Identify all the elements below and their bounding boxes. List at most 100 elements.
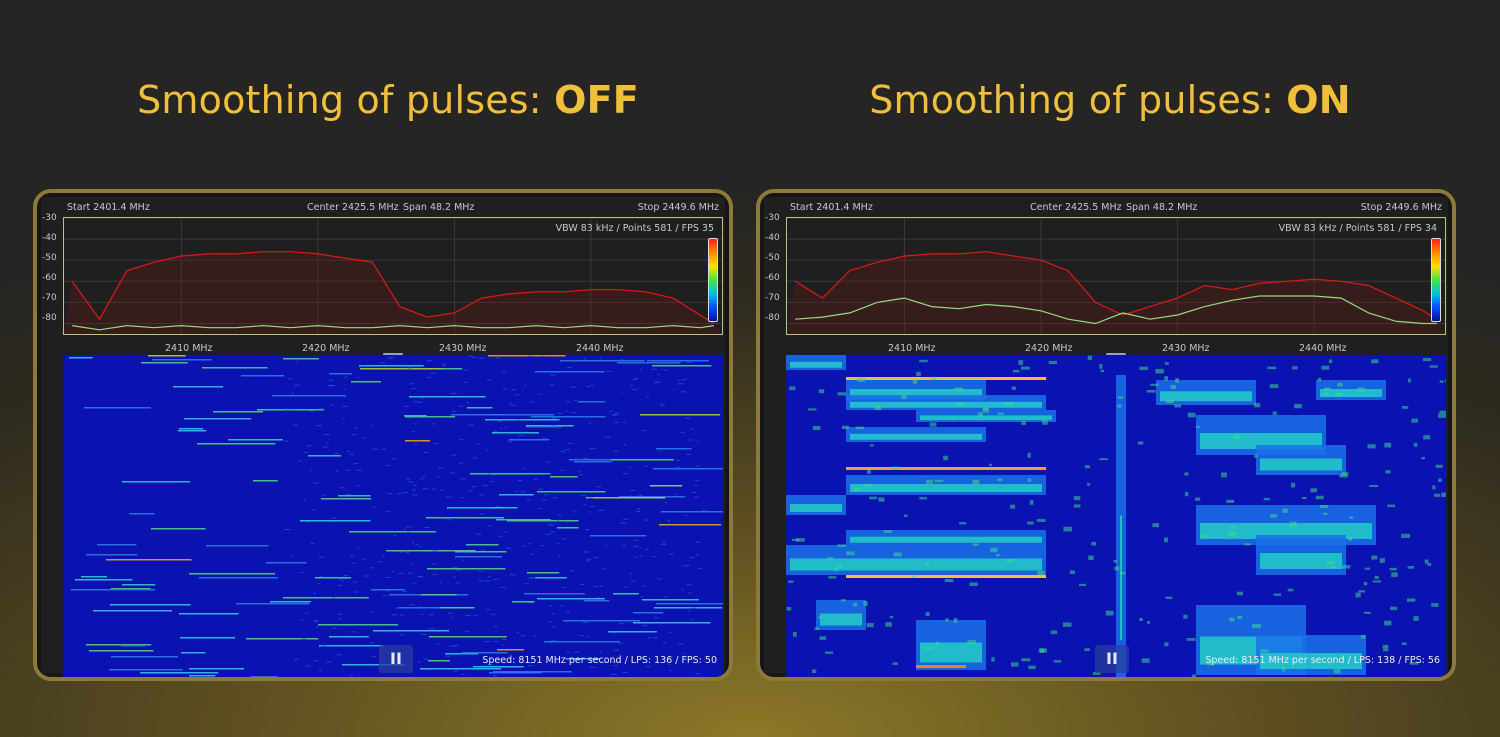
signal-streak xyxy=(197,443,276,445)
signal-speck xyxy=(1287,588,1294,592)
noise-speck xyxy=(678,643,684,645)
noise-speck xyxy=(582,621,588,623)
signal-speck xyxy=(1438,478,1442,482)
noise-speck xyxy=(557,413,563,415)
spectrum-plot[interactable]: VBW 83 kHz / Points 581 / FPS 35 xyxy=(63,217,723,335)
noise-speck xyxy=(397,493,402,495)
signal-streak xyxy=(633,622,711,624)
noise-speck xyxy=(450,392,457,394)
noise-speck xyxy=(660,404,666,406)
signal-speck xyxy=(1385,470,1391,474)
signal-speck xyxy=(1322,512,1328,516)
waterfall-display[interactable] xyxy=(63,355,723,677)
signal-speck xyxy=(1360,635,1366,639)
noise-speck xyxy=(488,576,491,578)
signal-streak xyxy=(329,636,369,638)
noise-speck xyxy=(650,368,657,370)
noise-speck xyxy=(622,545,626,547)
noise-speck xyxy=(523,545,527,547)
splitter-handle[interactable] xyxy=(1106,353,1126,356)
noise-speck xyxy=(669,553,674,555)
signal-speck xyxy=(1027,521,1034,525)
noise-speck xyxy=(291,555,295,557)
signal-streak xyxy=(106,559,192,561)
noise-speck xyxy=(628,466,631,468)
noise-speck xyxy=(582,458,589,460)
noise-speck xyxy=(583,551,590,553)
noise-speck xyxy=(667,519,671,521)
noise-speck xyxy=(588,511,592,513)
signal-streak xyxy=(283,597,369,599)
noise-speck xyxy=(429,614,434,616)
signal-streak xyxy=(81,576,108,578)
noise-speck xyxy=(346,450,350,452)
noise-speck xyxy=(661,541,666,543)
signal-speck xyxy=(1364,567,1371,570)
spectrum-plot[interactable]: VBW 83 kHz / Points 581 / FPS 34 xyxy=(786,217,1446,335)
noise-speck xyxy=(681,378,687,380)
signal-speck xyxy=(1113,559,1118,563)
noise-speck xyxy=(675,467,681,469)
color-scale-bar[interactable] xyxy=(1431,238,1441,322)
noise-speck xyxy=(569,570,576,572)
signal-speck xyxy=(1100,369,1105,373)
noise-speck xyxy=(485,609,491,611)
noise-speck xyxy=(661,543,667,545)
signal-speck xyxy=(1326,560,1336,565)
signal-speck xyxy=(1048,360,1057,365)
signal-speck xyxy=(1028,665,1036,670)
noise-speck xyxy=(639,368,643,370)
signal-core xyxy=(1320,389,1382,397)
noise-speck xyxy=(463,369,469,371)
signal-speck xyxy=(990,547,998,553)
signal-speck xyxy=(841,425,849,429)
signal-streak xyxy=(178,430,207,432)
noise-speck xyxy=(432,549,438,551)
signal-speck xyxy=(912,379,918,384)
noise-speck xyxy=(555,670,560,672)
waterfall-display[interactable] xyxy=(786,355,1446,677)
signal-streak xyxy=(75,579,133,581)
signal-speck xyxy=(967,639,976,645)
signal-speck xyxy=(1146,390,1156,393)
noise-speck xyxy=(372,448,378,450)
pause-button[interactable]: II xyxy=(379,645,413,673)
noise-speck xyxy=(580,494,586,496)
noise-speck xyxy=(573,651,580,653)
noise-speck xyxy=(338,584,343,586)
spectrum-chart xyxy=(64,217,722,334)
x-tick: 2410 MHz xyxy=(165,343,213,354)
signal-streak xyxy=(447,507,504,509)
noise-speck xyxy=(423,488,428,490)
noise-speck xyxy=(335,470,339,472)
noise-speck xyxy=(629,573,633,575)
noise-speck xyxy=(313,660,319,662)
noise-speck xyxy=(442,365,445,367)
noise-speck xyxy=(487,664,493,666)
signal-speck xyxy=(1037,570,1045,576)
noise-speck xyxy=(549,605,553,607)
noise-speck xyxy=(344,496,347,498)
noise-speck xyxy=(647,637,652,639)
signal-streak xyxy=(537,491,606,493)
signal-core xyxy=(850,401,1042,408)
noise-speck xyxy=(502,388,508,390)
signal-speck xyxy=(1358,590,1366,593)
color-scale-bar[interactable] xyxy=(708,238,718,322)
signal-speck xyxy=(1289,521,1297,527)
noise-speck xyxy=(472,457,478,459)
noise-speck xyxy=(540,545,545,547)
signal-streak xyxy=(152,359,212,361)
signal-speck xyxy=(1084,465,1090,469)
noise-speck xyxy=(558,514,562,516)
noise-speck xyxy=(478,494,484,496)
noise-speck xyxy=(382,595,387,597)
splitter-handle[interactable] xyxy=(383,353,403,356)
noise-speck xyxy=(385,465,390,467)
pause-button[interactable]: II xyxy=(1095,645,1129,673)
title-state: OFF xyxy=(554,78,639,122)
signal-core xyxy=(850,484,1042,492)
signal-speck xyxy=(1439,410,1446,414)
x-tick: 2430 MHz xyxy=(439,343,487,354)
noise-speck xyxy=(496,520,503,522)
